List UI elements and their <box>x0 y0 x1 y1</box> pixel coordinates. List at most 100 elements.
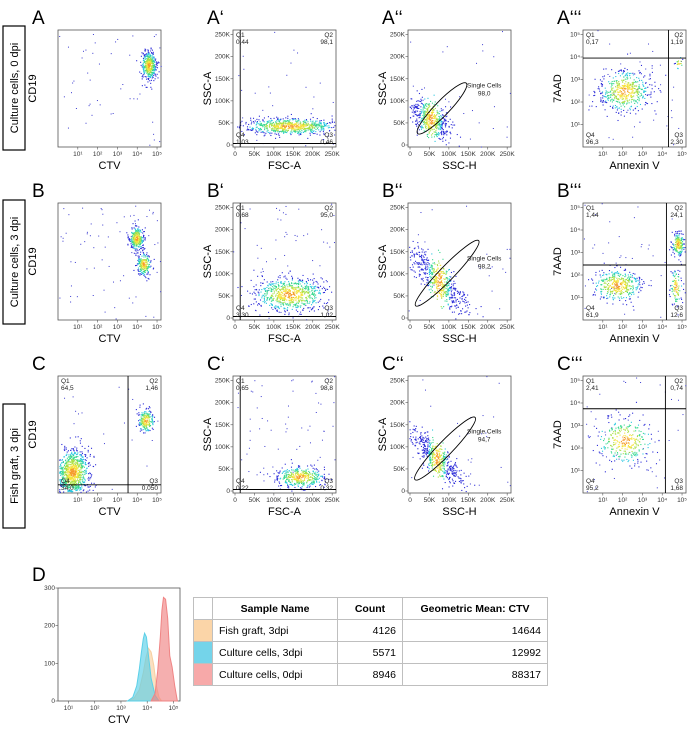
event-dot <box>423 256 425 258</box>
event-dot <box>442 129 444 131</box>
event-dot <box>302 309 304 311</box>
event-dot <box>288 128 290 130</box>
quadrant-percent: 0,44 <box>236 39 249 46</box>
event-dot <box>268 317 270 319</box>
event-dot <box>300 127 302 129</box>
event-dot <box>465 299 467 301</box>
event-dot <box>457 292 459 294</box>
event-dot <box>257 131 259 133</box>
event-dot <box>615 280 617 282</box>
event-dot <box>302 123 304 125</box>
event-dot <box>272 127 274 129</box>
event-dot <box>143 72 145 75</box>
event-dot <box>446 271 448 273</box>
event-dot <box>258 130 260 132</box>
event-dot <box>433 109 435 111</box>
event-dot <box>618 82 620 85</box>
event-dot <box>248 305 250 307</box>
event-dot <box>63 208 65 210</box>
gate-percent: 98,2 <box>478 263 491 270</box>
event-dot <box>422 120 424 122</box>
event-dot <box>133 252 135 254</box>
panel-letter: A‘‘‘ <box>557 8 582 29</box>
event-dot <box>91 114 93 116</box>
event-dot <box>609 279 611 281</box>
event-dot <box>600 92 602 94</box>
event-dot <box>290 122 292 124</box>
event-dot <box>273 290 275 292</box>
event-dot <box>145 68 148 70</box>
event-dot <box>639 61 641 63</box>
event-dot <box>430 276 432 278</box>
event-dot <box>256 121 258 123</box>
event-dot <box>140 239 143 241</box>
event-dot <box>285 231 287 233</box>
event-dot <box>593 90 595 92</box>
x-tick-label: 10² <box>93 324 103 331</box>
event-dot <box>332 143 334 145</box>
event-dot <box>428 105 430 107</box>
event-dot <box>148 278 150 280</box>
event-dot <box>243 68 245 70</box>
event-dot <box>288 289 290 291</box>
event-dot <box>440 120 442 122</box>
event-dot <box>258 124 260 126</box>
event-dot <box>453 271 455 273</box>
event-dot <box>458 291 460 293</box>
event-dot <box>148 235 150 237</box>
event-dot <box>278 286 280 288</box>
event-dot <box>635 101 637 103</box>
event-dot <box>475 308 477 310</box>
x-axis-label: FSC-A <box>268 160 302 172</box>
event-dot <box>426 273 428 275</box>
event-dot <box>677 238 679 240</box>
event-dot <box>153 69 155 71</box>
event-dot <box>255 124 257 126</box>
event-dot <box>613 272 615 274</box>
event-dot <box>437 285 440 287</box>
event-dot <box>462 295 464 297</box>
event-dot <box>602 91 604 93</box>
event-dot <box>675 241 677 243</box>
event-dot <box>139 231 141 233</box>
event-dot <box>681 239 683 241</box>
event-dot <box>440 126 442 128</box>
event-dot <box>154 70 156 72</box>
event-dot <box>605 100 607 102</box>
event-dot <box>414 105 416 107</box>
event-dot <box>143 66 145 68</box>
event-dot <box>291 127 293 129</box>
event-dot <box>141 262 144 264</box>
event-dot <box>659 89 661 92</box>
event-dot <box>627 109 629 111</box>
event-dot <box>469 138 471 140</box>
event-dot <box>274 124 276 126</box>
event-dot <box>286 74 288 76</box>
event-dot <box>439 282 441 284</box>
event-dot <box>145 277 147 279</box>
event-dot <box>610 291 612 293</box>
event-dot <box>144 260 146 262</box>
quadrant-percent: 95,0 <box>320 212 333 219</box>
event-dot <box>156 63 158 65</box>
event-dot <box>145 54 147 56</box>
event-dot <box>621 98 623 100</box>
event-dot <box>588 279 590 281</box>
event-dot <box>311 290 313 292</box>
event-dot <box>493 106 495 108</box>
event-dot <box>297 306 299 308</box>
event-dot <box>281 126 283 128</box>
event-dot <box>614 274 616 276</box>
event-dot <box>291 122 293 124</box>
event-dot <box>130 243 132 245</box>
event-dot <box>423 115 425 117</box>
event-dot <box>150 48 152 50</box>
event-dot <box>445 131 447 133</box>
event-dot <box>454 289 456 291</box>
event-dot <box>145 264 147 266</box>
event-dot <box>436 120 439 122</box>
event-dot <box>149 59 151 61</box>
event-dot <box>627 284 629 286</box>
event-dot <box>278 124 280 126</box>
event-dot <box>608 97 610 99</box>
